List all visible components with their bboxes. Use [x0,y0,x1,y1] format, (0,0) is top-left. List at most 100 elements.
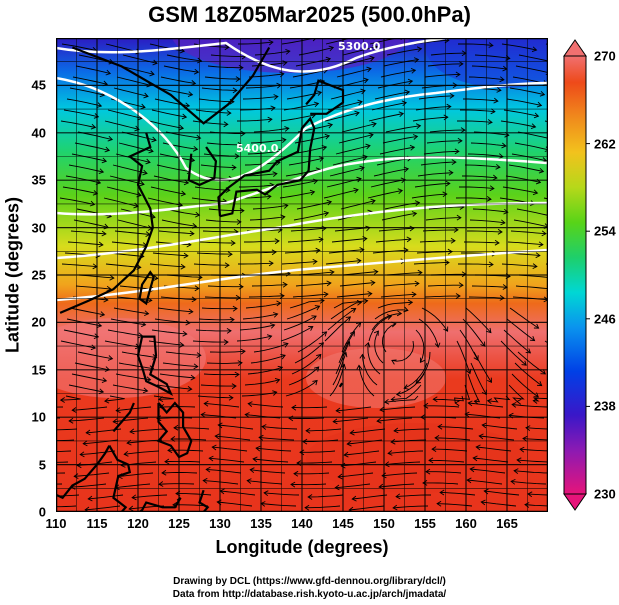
x-tick-145: 145 [332,516,354,531]
streamline [253,458,289,463]
streamline-arrowhead [404,89,411,96]
streamline [198,318,235,321]
streamline-arrowhead [370,280,376,286]
streamline-arrowhead [178,124,185,131]
streamline-arrowhead [180,190,187,197]
streamline-arrowhead [318,236,324,243]
streamline-arrowhead [104,397,110,404]
streamline [383,59,419,67]
streamline [503,109,539,117]
streamline [516,208,548,216]
streamline [212,446,248,452]
streamline [74,142,110,151]
streamline-arrowhead [396,310,403,317]
streamline [165,351,201,356]
streamline [247,366,283,375]
streamline [471,65,507,70]
streamline-arrowhead [324,133,331,140]
x-tick-120: 120 [127,516,149,531]
streamline-arrowhead [533,392,539,398]
streamline [60,395,81,401]
streamline [487,395,511,403]
streamline-arrowhead [513,468,519,474]
streamline-arrowhead [285,48,291,55]
streamline-arrowhead [439,489,445,496]
streamline [367,190,403,199]
streamline [382,472,418,477]
streamline-arrowhead [492,174,498,181]
streamline-arrowhead [112,418,118,425]
streamline [62,186,98,195]
streamline-arrowhead [158,481,164,487]
streamline-arrowhead [481,422,487,429]
streamline-arrowhead [192,145,199,152]
x-tick-140: 140 [291,516,313,531]
streamline [197,395,233,399]
streamline-arrowhead [284,126,290,132]
streamline-arrowhead [196,134,202,141]
streamline-arrowhead [223,121,229,128]
streamline [369,38,400,45]
streamline [323,189,359,199]
streamline-arrowhead [232,305,238,312]
streamline-arrowhead [101,157,108,164]
streamline-arrowhead [345,340,351,347]
colorbar-top-arrow [563,39,587,57]
streamline [463,98,498,102]
streamline [200,384,237,387]
streamline [379,146,415,155]
streamline-arrowhead [335,407,341,414]
streamline-arrowhead [454,148,460,155]
x-tick-150: 150 [373,516,395,531]
streamline [241,251,277,254]
streamline [432,448,468,452]
coastline-segment [217,116,316,218]
streamline-arrowhead [98,241,104,248]
coastline-segment [156,401,193,459]
streamline-arrowhead [533,112,540,119]
streamline [286,305,320,320]
streamline [288,157,324,166]
streamline [292,69,328,78]
streamline-arrowhead [234,371,240,378]
streamline [208,208,244,212]
streamline [470,142,506,147]
streamline-arrowhead [246,478,252,484]
streamline-arrowhead [489,185,495,192]
streamline [247,150,283,155]
streamline-arrowhead [179,342,185,348]
streamline-arrowhead [527,491,533,498]
streamline-arrowhead [187,91,194,98]
streamline [501,43,537,51]
streamline [209,457,245,463]
streamline-arrowhead [281,137,287,144]
streamline-arrowhead [464,411,470,418]
streamline-arrowhead [356,176,362,183]
y-tick-25: 25 [31,267,46,283]
y-tick-0: 0 [38,504,46,520]
streamline [157,87,193,96]
streamline [113,417,149,423]
streamline-arrowhead [327,122,334,129]
streamline [341,322,362,353]
streamline-arrowhead [372,44,378,51]
streamline [151,109,187,118]
streamline-arrowhead [329,269,335,276]
streamline [244,379,280,386]
streamline [420,161,456,166]
streamline [162,142,198,150]
streamline [532,397,548,402]
streamline-arrowhead [190,80,197,86]
streamline [124,450,160,455]
streamline [430,52,466,56]
streamline-arrowhead [142,387,149,394]
streamline-arrowhead [318,156,325,162]
streamline-arrowhead [236,219,242,225]
streamline [514,362,542,386]
streamline [324,112,360,122]
streamline [239,324,275,331]
streamline-arrowhead [371,121,377,128]
streamline-arrowhead [239,207,245,214]
streamline-arrowhead [337,473,343,480]
coastline-segment [72,46,271,125]
